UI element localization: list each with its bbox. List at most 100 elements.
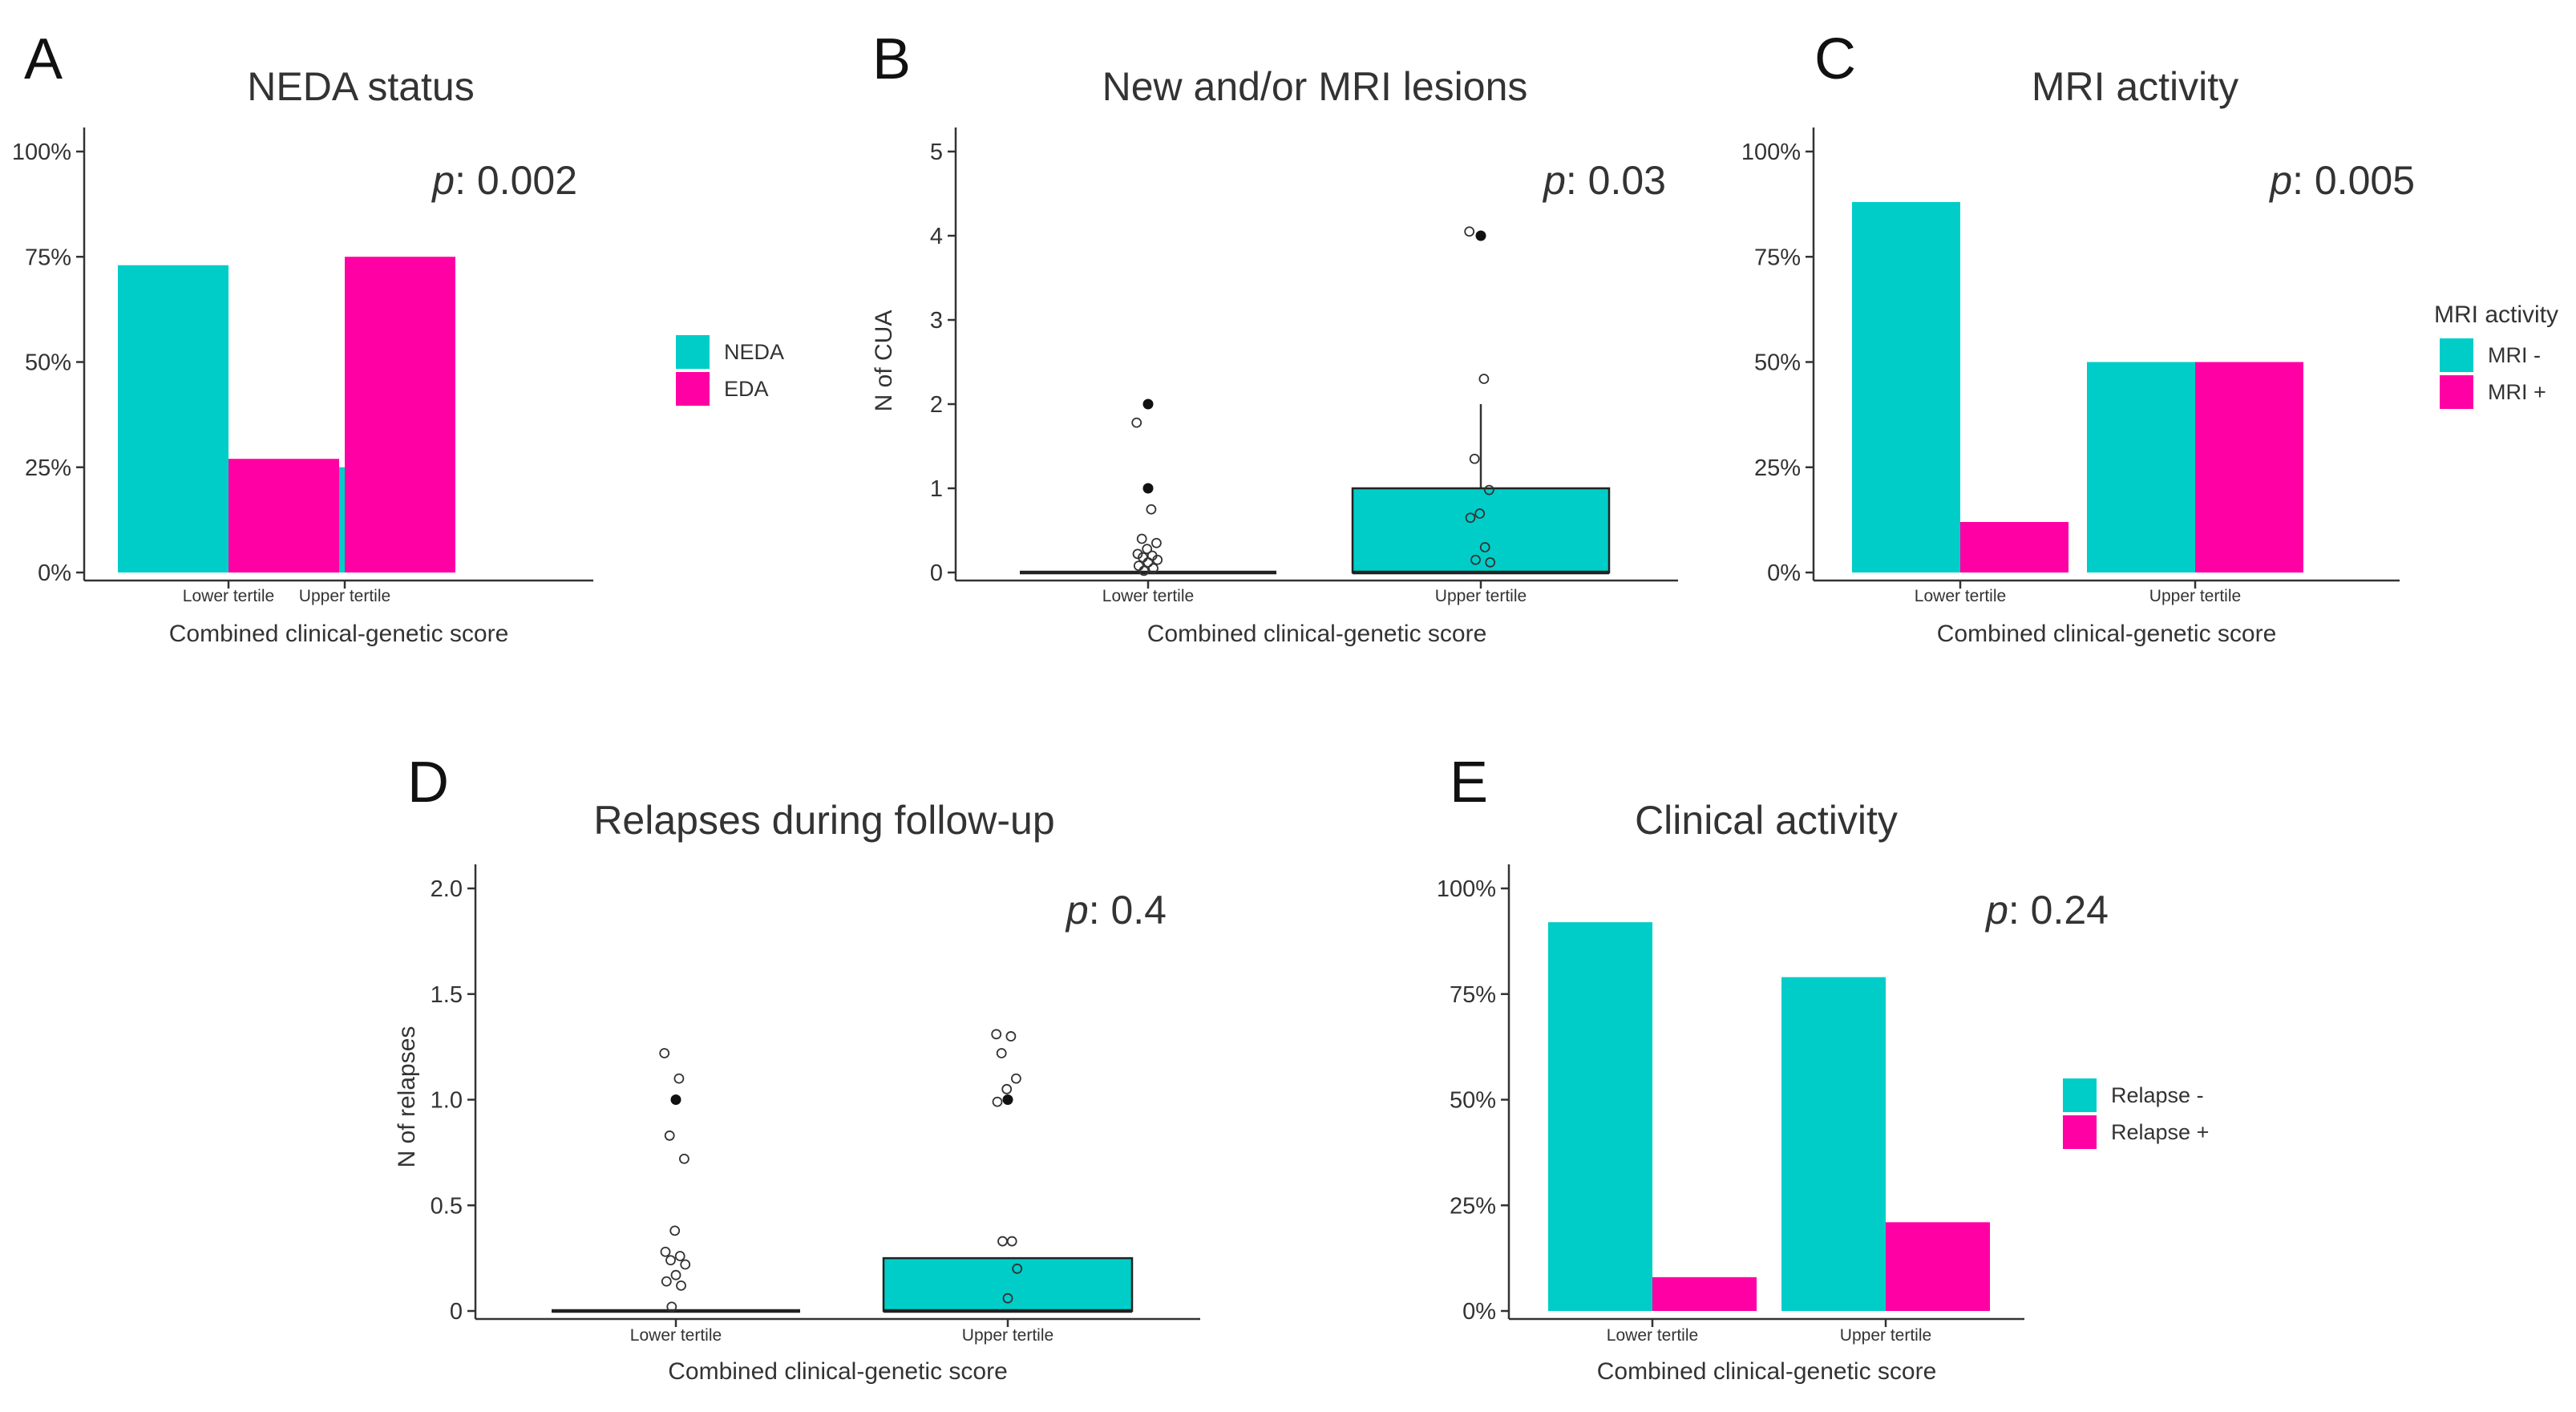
jitter-point xyxy=(1138,565,1150,577)
outlier-point xyxy=(1142,483,1154,494)
jitter-point xyxy=(1484,484,1494,496)
p-value: p: 0.005 xyxy=(2268,158,2415,203)
bar-relapse-1 xyxy=(1548,922,1652,1311)
p-value-symbol: p xyxy=(1984,888,2008,933)
jitter-point xyxy=(666,1301,677,1313)
y-tick-label: 3 xyxy=(930,308,943,334)
jitter-point xyxy=(1152,554,1163,565)
outlier-point xyxy=(670,1094,681,1105)
legend-label: EDA xyxy=(724,377,769,401)
jitter-point xyxy=(996,1048,1007,1058)
outlier-point xyxy=(1142,399,1154,410)
jitter-point xyxy=(1474,508,1486,519)
p-value-number: : 0.4 xyxy=(1089,888,1167,933)
jitter-point xyxy=(1011,1073,1021,1084)
jitter-point xyxy=(679,1153,689,1164)
y-tick-label: 100% xyxy=(1741,140,1801,165)
panel-letter: D xyxy=(407,751,449,815)
y-axis-label: N of relapses xyxy=(394,1026,420,1168)
legend-label: Relapse + xyxy=(2111,1120,2209,1144)
y-tick-label: 100% xyxy=(12,140,71,165)
jitter-point xyxy=(991,1029,1002,1040)
jitter-point xyxy=(1470,554,1481,565)
legend-swatch xyxy=(2063,1115,2097,1149)
y-tick-label: 25% xyxy=(1450,1193,1496,1219)
x-tick-label: Upper tertile xyxy=(962,1326,1053,1345)
jitter-point xyxy=(1136,533,1147,544)
y-tick-label: 100% xyxy=(1437,876,1496,902)
p-value: p: 0.4 xyxy=(1065,888,1167,933)
x-tick-label: Lower tertile xyxy=(183,587,274,605)
bar-relapse-2 xyxy=(1886,1222,1990,1311)
box xyxy=(1351,487,1611,574)
legend-swatch xyxy=(676,335,710,369)
bar-eda-1 xyxy=(228,459,339,572)
y-tick-label: 75% xyxy=(1450,982,1496,1008)
jitter-point xyxy=(1478,374,1490,384)
legend-swatch xyxy=(2440,375,2473,409)
y-tick-label: 50% xyxy=(1754,350,1801,376)
jitter-point xyxy=(1485,557,1496,568)
chart-title: NEDA status xyxy=(247,64,474,109)
legend-label: MRI - xyxy=(2488,343,2541,367)
jitter-point xyxy=(1002,1293,1013,1304)
jitter-point xyxy=(1469,453,1480,464)
jitter-point xyxy=(673,1073,685,1084)
x-axis-label: Combined clinical-genetic score xyxy=(1597,1358,1937,1385)
p-value-symbol: p xyxy=(2268,158,2292,203)
y-tick-label: 75% xyxy=(1754,245,1801,270)
jitter-point xyxy=(674,1251,685,1261)
jitter-point xyxy=(676,1280,686,1291)
y-tick-label: 0% xyxy=(1462,1299,1496,1325)
p-value: p: 0.002 xyxy=(431,158,577,203)
jitter-point xyxy=(1146,504,1157,515)
y-tick-label: 25% xyxy=(25,455,71,481)
panel-letter: B xyxy=(872,27,911,91)
outlier-point xyxy=(1475,230,1486,241)
x-axis-label: Combined clinical-genetic score xyxy=(169,621,509,647)
jitter-point xyxy=(1479,542,1490,552)
bar-mri-1 xyxy=(1960,522,2068,572)
panel-letter: A xyxy=(24,27,63,91)
jitter-point xyxy=(1132,548,1143,560)
chart-title: Clinical activity xyxy=(1635,798,1898,843)
panel-letter: C xyxy=(1814,27,1856,91)
y-tick-label: 5 xyxy=(930,140,943,165)
p-value: p: 0.24 xyxy=(1984,888,2109,933)
x-axis-label: Combined clinical-genetic score xyxy=(668,1358,1008,1385)
x-tick-label: Upper tertile xyxy=(1435,587,1527,605)
y-tick-label: 75% xyxy=(25,245,71,270)
bar-mri-2 xyxy=(2087,362,2195,572)
p-value-number: : 0.002 xyxy=(455,158,577,203)
x-axis-label: Combined clinical-genetic score xyxy=(1147,621,1487,647)
chart-title: Relapses during follow-up xyxy=(593,798,1054,843)
jitter-point xyxy=(660,1246,671,1257)
jitter-point xyxy=(1148,563,1159,574)
y-tick-label: 2 xyxy=(930,392,943,418)
jitter-point xyxy=(1005,1031,1017,1042)
p-value-symbol: p xyxy=(1065,888,1089,933)
x-tick-label: Lower tertile xyxy=(630,1326,722,1345)
legend-swatch xyxy=(676,372,710,406)
bar-mri-2 xyxy=(2195,362,2303,572)
legend-title: MRI activity xyxy=(2434,301,2558,328)
jitter-point xyxy=(1142,544,1153,554)
p-value-symbol: p xyxy=(431,158,455,203)
jitter-point xyxy=(992,1096,1003,1107)
y-tick-label: 1 xyxy=(930,476,943,502)
p-value: p: 0.03 xyxy=(1542,158,1666,203)
panel-letter: E xyxy=(1450,751,1488,815)
bar-mri-1 xyxy=(1852,202,1960,572)
x-tick-label: Lower tertile xyxy=(1915,587,2006,605)
panel-a: A NEDA status 0% 25% 50% 75% 100% Lower tertile… xyxy=(12,27,784,647)
y-tick-label: 4 xyxy=(930,224,943,249)
y-tick-label: 2.0 xyxy=(431,876,463,902)
panels: A NEDA status 0% 25% 50% 75% 100% Lower tertile… xyxy=(12,27,2558,1385)
panel-b: B New and/or MRI lesions 0 1 2 3 4 5 Lower terti… xyxy=(871,27,1678,647)
y-tick-label: 0 xyxy=(930,560,943,586)
panel-d: D Relapses during follow-up 0 0.5 1.0 1.5 2.0 L… xyxy=(394,751,1200,1385)
jitter-point xyxy=(1465,512,1476,524)
p-value-number: : 0.24 xyxy=(2008,888,2109,933)
chart-title: MRI activity xyxy=(2032,64,2238,109)
